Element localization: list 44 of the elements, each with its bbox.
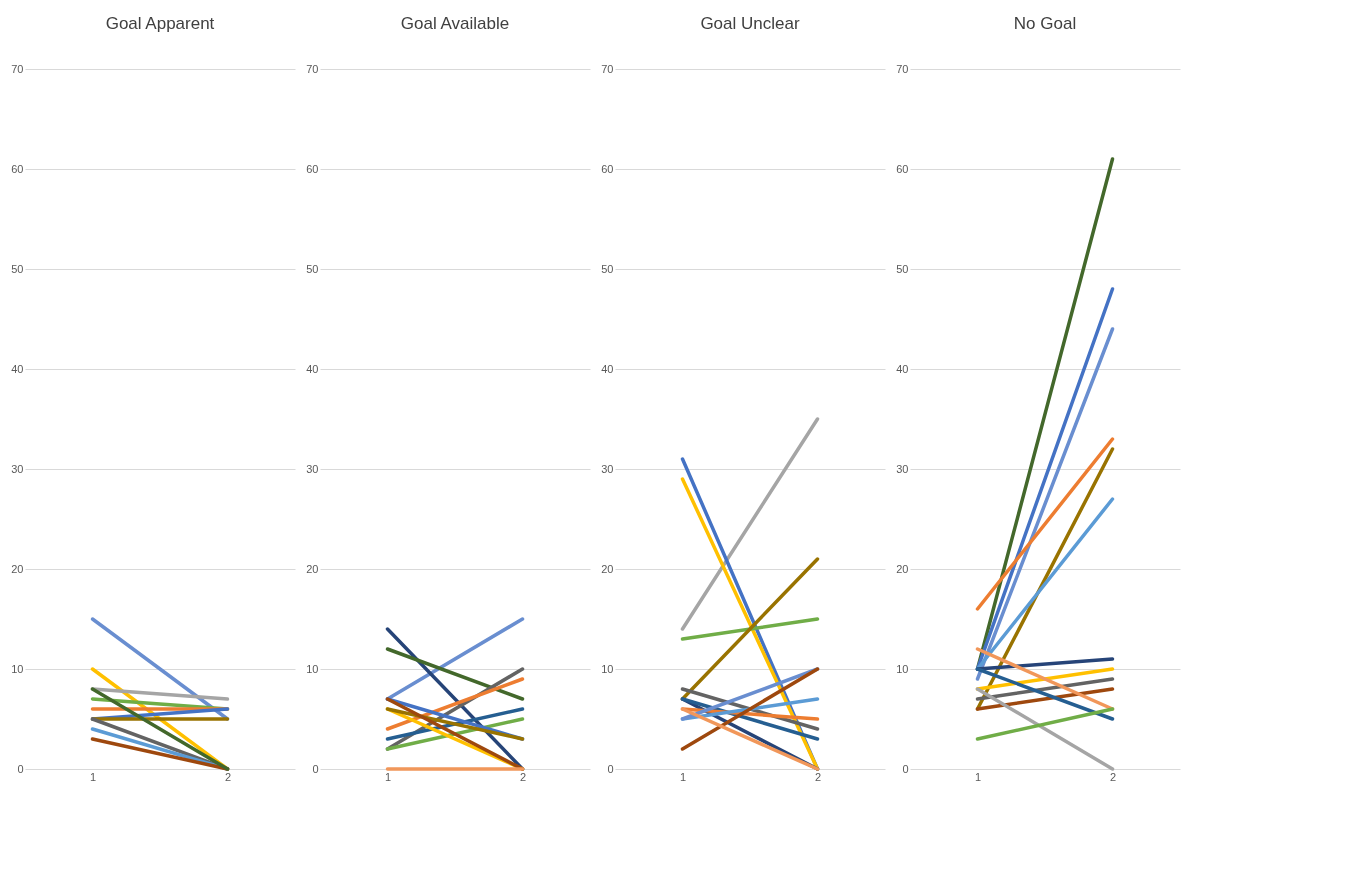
- chart-title: No Goal: [1013, 14, 1077, 33]
- y-tick-label: 30: [896, 462, 909, 475]
- y-tick-label: 50: [11, 262, 24, 275]
- x-tick-label: 1: [384, 770, 392, 783]
- y-tick-label: 10: [11, 662, 24, 675]
- x-tick-label: 1: [679, 770, 687, 783]
- y-tick-label: 70: [306, 62, 319, 75]
- y-tick-label: 20: [11, 562, 24, 575]
- x-tick-label: 2: [1109, 770, 1117, 783]
- y-tick-label: 20: [601, 562, 614, 575]
- y-tick-label: 20: [306, 562, 319, 575]
- x-tick-label: 1: [89, 770, 97, 783]
- y-tick-label: 40: [306, 362, 319, 375]
- y-tick-label: 30: [601, 462, 614, 475]
- x-tick-label: 2: [224, 770, 232, 783]
- y-tick-label: 70: [896, 62, 909, 75]
- y-tick-label: 60: [306, 162, 319, 175]
- x-tick-label: 2: [814, 770, 822, 783]
- y-tick-label: 70: [11, 62, 24, 75]
- x-tick-label: 1: [974, 770, 982, 783]
- y-tick-label: 30: [11, 462, 24, 475]
- y-tick-label: 60: [601, 162, 614, 175]
- y-tick-label: 40: [896, 362, 909, 375]
- y-tick-label: 20: [896, 562, 909, 575]
- y-tick-label: 0: [607, 762, 614, 775]
- y-tick-label: 50: [601, 262, 614, 275]
- chart-title: Goal Available: [400, 14, 510, 33]
- y-tick-label: 60: [11, 162, 24, 175]
- y-tick-label: 10: [601, 662, 614, 675]
- y-tick-label: 30: [306, 462, 319, 475]
- y-tick-label: 50: [896, 262, 909, 275]
- chart-title: Goal Apparent: [105, 14, 215, 33]
- y-tick-label: 10: [896, 662, 909, 675]
- y-tick-label: 40: [11, 362, 24, 375]
- y-tick-label: 0: [902, 762, 909, 775]
- y-tick-label: 70: [601, 62, 614, 75]
- y-tick-label: 50: [306, 262, 319, 275]
- y-tick-label: 0: [17, 762, 24, 775]
- y-tick-label: 0: [312, 762, 319, 775]
- chart-title: Goal Unclear: [700, 14, 800, 33]
- y-tick-label: 60: [896, 162, 909, 175]
- y-tick-label: 40: [601, 362, 614, 375]
- x-tick-label: 2: [519, 770, 527, 783]
- y-tick-label: 10: [306, 662, 319, 675]
